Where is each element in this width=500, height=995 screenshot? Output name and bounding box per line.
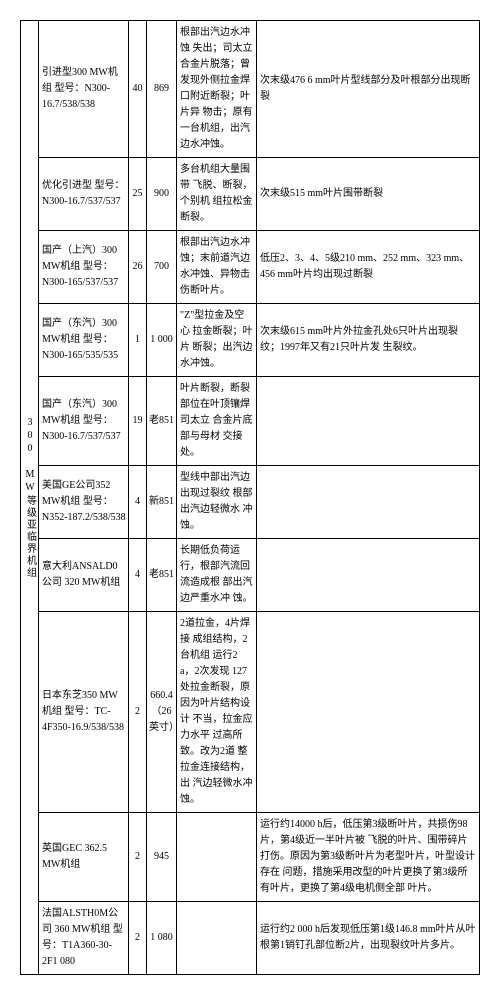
desc-cell: "Z"型拉金及空心 拉金断裂；叶片 断裂；出汽边水冲蚀。 [177, 304, 257, 377]
note-cell: 次末级515 mm叶片围带断裂 [257, 158, 480, 231]
size-cell: 869 [147, 21, 177, 158]
turbine-data-table: 300 MW等级亚临界机组 引进型300 MW机组 型号：N300-16.7/5… [20, 20, 480, 975]
model-cell: 英国GEC 362.5 MW机组 [39, 813, 129, 902]
note-cell [257, 539, 480, 612]
count-cell: 19 [129, 377, 147, 466]
model-cell: 国产（东汽）300 MW机组 型号：N300-165/535/535 [39, 304, 129, 377]
model-cell: 法国ALSTH0M公司 360 MW机组 型号：T1A360-30-2F1 08… [39, 902, 129, 975]
count-cell: 1 [129, 304, 147, 377]
desc-cell [177, 813, 257, 902]
count-cell: 4 [129, 466, 147, 539]
category-cell: 300 MW等级亚临界机组 [21, 21, 39, 975]
table-row: 日本东芝350 MW机组 型号：TC-4F350-16.9/538/538 2 … [21, 612, 480, 813]
model-cell: 意大利ANSALD0公司 320 MW机组 [39, 539, 129, 612]
size-cell: 新851 [147, 466, 177, 539]
table-row: 优化引进型 型号：N300-16.7/537/537 25 900 多台机组大量… [21, 158, 480, 231]
note-cell: 运行约14000 h后，低压第3级断叶片，共损伤98片，第4级近一半叶片被 飞脱… [257, 813, 480, 902]
model-cell: 国产（上汽）300 MW机组 型号：N300-165/537/537 [39, 231, 129, 304]
size-cell: 900 [147, 158, 177, 231]
desc-cell: 型线中部出汽边出现过裂纹 根部出汽边轻微水 冲蚀。 [177, 466, 257, 539]
size-cell: 1 080 [147, 902, 177, 975]
desc-cell: 根部出汽边水冲蚀 失出；司太立合金片脱落；曾发现外侧拉金焊 口附近断裂；叶片异 … [177, 21, 257, 158]
model-cell: 美国GE公司352 MW机组 型号：N352-187.2/538/538 [39, 466, 129, 539]
size-cell: 1 000 [147, 304, 177, 377]
desc-cell [177, 902, 257, 975]
model-cell: 引进型300 MW机组 型号：N300-16.7/538/538 [39, 21, 129, 158]
note-cell [257, 612, 480, 813]
count-cell: 40 [129, 21, 147, 158]
model-cell: 优化引进型 型号：N300-16.7/537/537 [39, 158, 129, 231]
desc-cell: 长期低负荷运行，根部汽流回流造成根 部出汽边严重水冲 蚀。 [177, 539, 257, 612]
count-cell: 2 [129, 813, 147, 902]
note-cell [257, 377, 480, 466]
desc-cell: 叶片断裂，断裂部位在叶顶镶焊司太立 合金片底部与母材 交接处。 [177, 377, 257, 466]
table-row: 国产（东汽）300 MW机组 型号：N300-165/535/535 1 1 0… [21, 304, 480, 377]
desc-cell: 根部出汽边水冲蚀；末前道汽边水冲蚀、异物击伤断叶片。 [177, 231, 257, 304]
note-cell [257, 466, 480, 539]
size-cell: 700 [147, 231, 177, 304]
count-cell: 2 [129, 612, 147, 813]
note-cell: 次末级615 mm叶片外拉金孔处6只叶片出现裂纹；1997年又有21只叶片发 生… [257, 304, 480, 377]
note-cell: 运行约2 000 h后发现低压第1级146.8 mm叶片从叶根第1销钉孔部位断2… [257, 902, 480, 975]
size-cell: 老851 [147, 539, 177, 612]
count-cell: 25 [129, 158, 147, 231]
count-cell: 4 [129, 539, 147, 612]
size-cell: 660.4（26 英寸） [147, 612, 177, 813]
table-row: 美国GE公司352 MW机组 型号：N352-187.2/538/538 4 新… [21, 466, 480, 539]
model-cell: 日本东芝350 MW机组 型号：TC-4F350-16.9/538/538 [39, 612, 129, 813]
table-row: 国产（上汽）300 MW机组 型号：N300-165/537/537 26 70… [21, 231, 480, 304]
desc-cell: 多台机组大量围带 飞脱、断裂，个别机 组拉松金断裂。 [177, 158, 257, 231]
note-cell: 低压2、3、4、5级210 mm、252 mm、323 mm、456 mm叶片均… [257, 231, 480, 304]
note-cell: 次末级476 6 mm叶片型线部分及叶根部分出现断裂 [257, 21, 480, 158]
size-cell: 老851 [147, 377, 177, 466]
table-row: 国产（东汽）300 MW机组 型号：N300-16.7/537/537 19 老… [21, 377, 480, 466]
count-cell: 26 [129, 231, 147, 304]
model-cell: 国产（东汽）300 MW机组 型号：N300-16.7/537/537 [39, 377, 129, 466]
desc-cell: 2道拉金，4片焊接 成组结构，2台机组 运行2 a，2次发现 127处拉金断裂，… [177, 612, 257, 813]
size-cell: 945 [147, 813, 177, 902]
table-row: 英国GEC 362.5 MW机组 2 945 运行约14000 h后，低压第3级… [21, 813, 480, 902]
table-row: 法国ALSTH0M公司 360 MW机组 型号：T1A360-30-2F1 08… [21, 902, 480, 975]
table-row: 意大利ANSALD0公司 320 MW机组 4 老851 长期低负荷运行，根部汽… [21, 539, 480, 612]
count-cell: 2 [129, 902, 147, 975]
table-row: 300 MW等级亚临界机组 引进型300 MW机组 型号：N300-16.7/5… [21, 21, 480, 158]
